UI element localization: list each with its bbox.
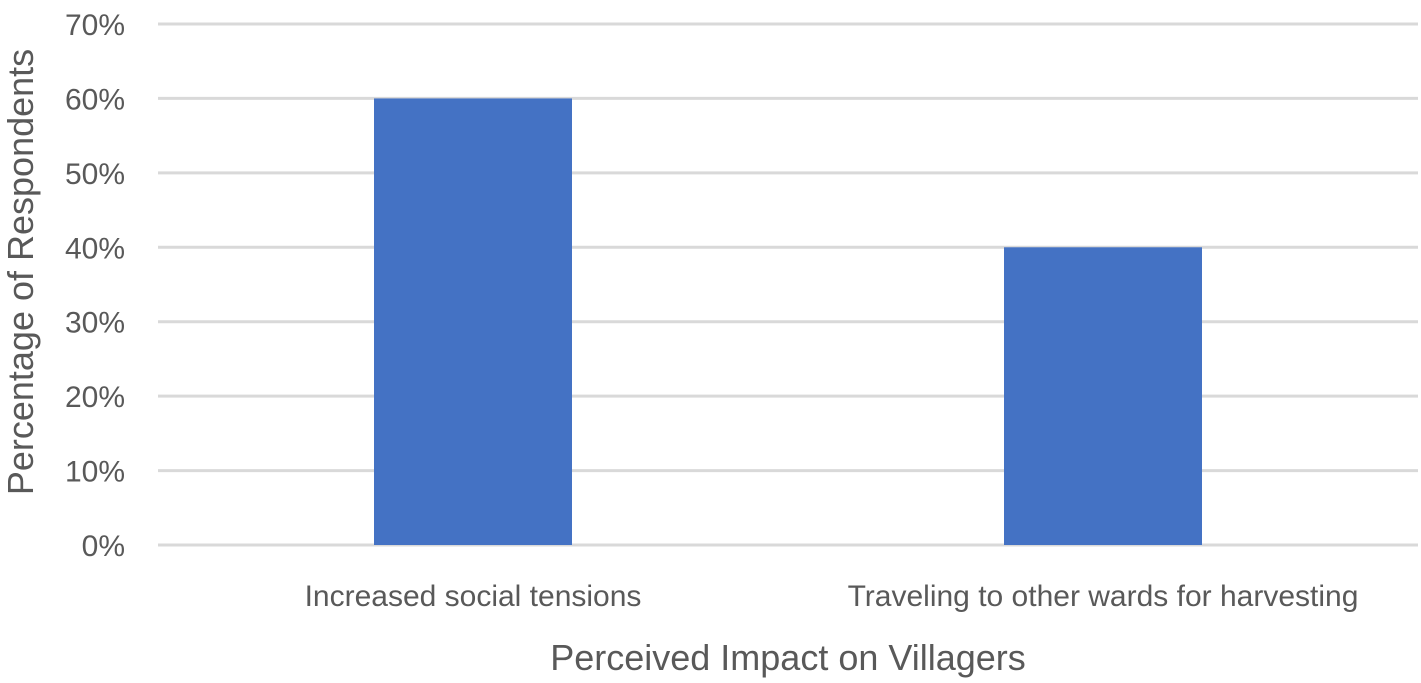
gridlines bbox=[158, 22, 1418, 547]
bar bbox=[1004, 247, 1202, 546]
y-tick-label: 60% bbox=[65, 83, 125, 116]
y-axis-ticks: 0% 10% 20% 30% 40% 50% 60% 70% bbox=[65, 9, 125, 563]
y-axis-title: Percentage of Respondents bbox=[0, 49, 41, 495]
y-tick-label: 30% bbox=[65, 307, 125, 340]
y-tick-label: 50% bbox=[65, 158, 125, 191]
y-tick-label: 10% bbox=[65, 456, 125, 489]
x-axis-title: Perceived Impact on Villagers bbox=[550, 637, 1026, 678]
y-tick-label: 0% bbox=[82, 530, 125, 563]
y-tick-label: 40% bbox=[65, 232, 125, 265]
bar bbox=[374, 98, 572, 545]
x-axis-ticks: Increased social tensions Traveling to ot… bbox=[305, 580, 1359, 613]
x-tick-label: Increased social tensions bbox=[305, 580, 642, 613]
x-tick-label: Traveling to other wards for harvesting bbox=[848, 580, 1359, 613]
y-tick-label: 70% bbox=[65, 9, 125, 42]
bars bbox=[374, 98, 1202, 546]
y-tick-label: 20% bbox=[65, 381, 125, 414]
